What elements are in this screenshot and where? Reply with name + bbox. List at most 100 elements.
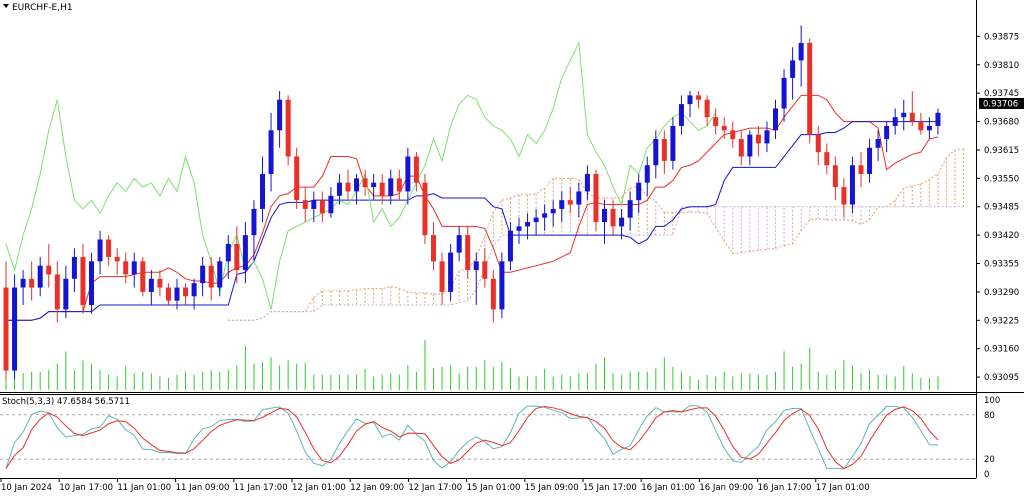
candle-body <box>867 147 873 174</box>
candle <box>602 200 607 244</box>
candle <box>114 248 120 275</box>
candle <box>909 90 915 126</box>
candle-body <box>413 156 419 183</box>
candle <box>875 130 881 161</box>
candle-body <box>277 99 283 131</box>
candle-body <box>721 125 727 131</box>
candle <box>858 152 864 188</box>
candle-body <box>63 278 69 310</box>
candle-body <box>123 261 129 275</box>
candle <box>661 130 667 174</box>
candle-body <box>610 208 616 227</box>
candle-body <box>3 287 9 371</box>
candle-body <box>755 134 761 144</box>
candle-body <box>157 278 163 288</box>
candle <box>525 213 531 240</box>
candle <box>533 208 539 236</box>
chikou-span-line <box>5 41 717 310</box>
candle-body <box>37 265 43 288</box>
time-tick-label: 11 Jan 01:00 <box>117 483 171 493</box>
candle <box>490 270 496 323</box>
candle <box>849 156 855 214</box>
time-axis: 10 Jan 2024 10 Jan 17:00 11 Jan 01:00 11 Ja… <box>0 478 870 493</box>
stoch-level-label: 20 <box>984 455 995 465</box>
candle-body <box>302 200 308 209</box>
candle <box>713 108 719 135</box>
price-axis: 0.93875 0.93810 0.93745 0.93680 0.93615 0.935… <box>976 32 1019 383</box>
candle-body <box>764 130 770 144</box>
stoch-signal-line <box>5 405 939 470</box>
candle <box>208 256 214 301</box>
candle <box>234 226 240 284</box>
candle <box>499 252 505 319</box>
candle <box>832 156 838 201</box>
candle-body <box>567 200 573 205</box>
candle <box>174 278 180 310</box>
candle-body <box>593 173 599 223</box>
candle <box>63 265 69 319</box>
time-tick-label: 16 Jan 01:00 <box>641 483 695 493</box>
price-tick-label: 0.93095 <box>984 373 1019 383</box>
time-tick-label: 12 Jan 01:00 <box>292 483 346 493</box>
candle-body <box>422 182 428 236</box>
time-tick-label: 15 Jan 01:00 <box>467 483 521 493</box>
volume-bars <box>5 340 939 390</box>
candle-body <box>533 217 539 223</box>
candle-body <box>841 187 847 205</box>
candle-body <box>191 283 197 297</box>
candle-body <box>576 191 582 205</box>
candle-body <box>602 208 607 223</box>
candle-body <box>260 173 265 209</box>
candle <box>165 283 171 306</box>
candle <box>867 139 873 183</box>
price-tick-label: 0.93615 <box>984 146 1019 156</box>
candle-body <box>713 117 719 126</box>
candle <box>268 112 274 192</box>
candle-body <box>884 125 890 140</box>
price-tick-label: 0.93810 <box>984 61 1019 71</box>
price-tick-label: 0.93290 <box>984 288 1019 298</box>
time-tick-label: 12 Jan 09:00 <box>350 483 404 493</box>
candle-body <box>388 178 394 196</box>
stoch-level-label: 0 <box>984 470 989 480</box>
candle-body <box>892 117 898 126</box>
price-tick-label: 0.93355 <box>984 260 1019 270</box>
candle <box>277 90 283 148</box>
candle-body <box>807 42 813 135</box>
candle-body <box>559 200 565 209</box>
candle <box>97 230 103 275</box>
candle-body <box>516 226 522 231</box>
candle-body <box>165 287 171 301</box>
candle <box>798 25 804 87</box>
candle <box>12 274 18 380</box>
candle <box>687 90 693 118</box>
candle <box>670 117 676 170</box>
candle <box>653 130 659 179</box>
candle <box>140 256 146 297</box>
candle-body <box>268 130 274 174</box>
candle <box>542 204 548 231</box>
candle-body <box>901 112 907 118</box>
candle <box>123 252 129 284</box>
candle <box>627 191 633 231</box>
price-tick-label: 0.93745 <box>984 89 1019 99</box>
candle-body <box>678 104 684 126</box>
triangle-down-icon[interactable] <box>3 4 9 8</box>
candle <box>567 187 573 214</box>
candle-body <box>140 261 146 292</box>
candle <box>619 208 625 240</box>
candle <box>251 200 257 262</box>
candle <box>345 169 351 201</box>
candle-body <box>619 217 625 227</box>
candle <box>559 191 565 223</box>
candle <box>678 95 684 135</box>
candle-body <box>208 265 214 288</box>
candle <box>901 99 907 131</box>
candle-body <box>858 165 864 174</box>
candle <box>242 222 248 284</box>
candle <box>422 173 428 244</box>
candle <box>371 173 377 201</box>
price-tick-label: 0.93680 <box>984 118 1019 128</box>
